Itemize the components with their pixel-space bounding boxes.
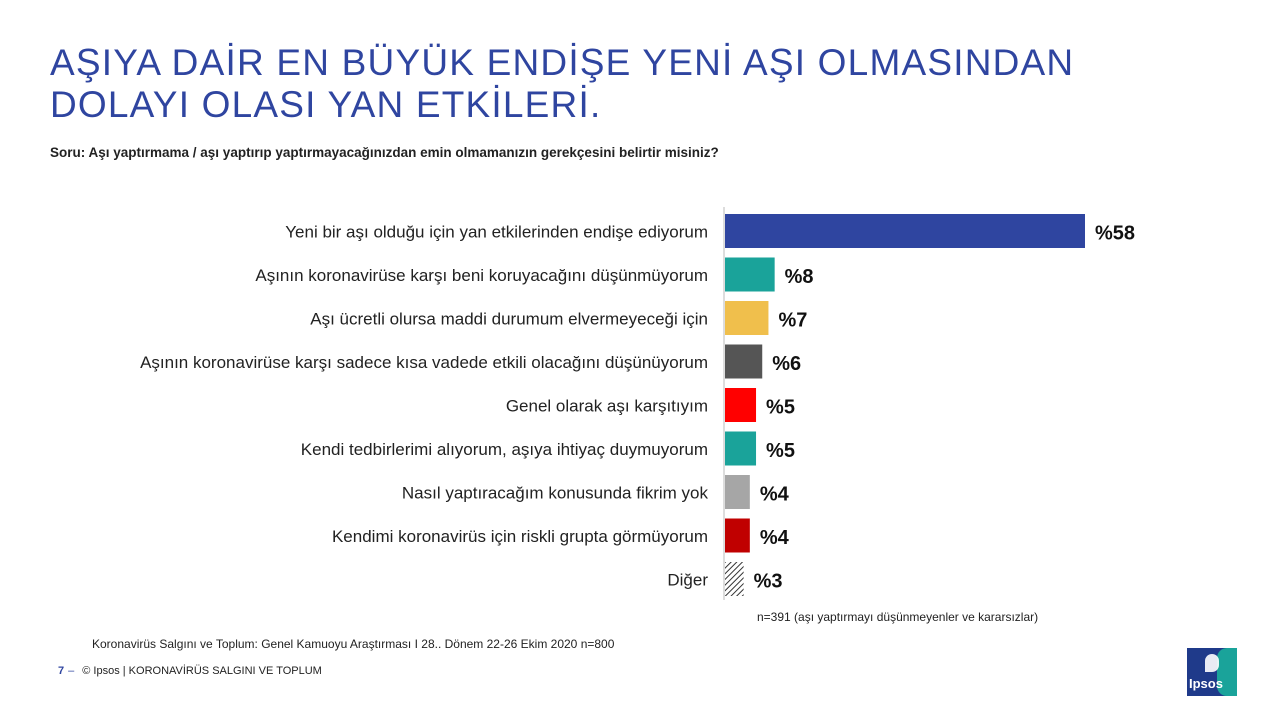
bar	[725, 301, 769, 335]
data-label: %6	[772, 353, 801, 375]
source-note: Koronavirüs Salgını ve Toplum: Genel Kam…	[92, 637, 615, 651]
data-label: %58	[1095, 222, 1135, 244]
page-number: 7	[58, 665, 65, 677]
sample-note: n=391 (aşı yaptırmayı düşünmeyenler ve k…	[757, 610, 1039, 624]
bar	[725, 431, 757, 466]
logo-mark-icon	[1205, 654, 1219, 672]
category-label: Diğer	[667, 570, 708, 589]
data-label: %4	[760, 527, 790, 549]
category-label: Kendi tedbirlerimi alıyorum, aşıya ihtiy…	[301, 440, 708, 459]
data-label: %5	[766, 440, 795, 462]
footer-copyright: © Ipsos | KORONAVİRÜS SALGINI VE TOPLUM	[82, 665, 322, 677]
data-label: %5	[766, 396, 795, 418]
title-line-2: DOLAYI OLASI YAN ETKİLERİ.	[50, 84, 602, 125]
data-label: %7	[778, 309, 807, 331]
bar	[725, 344, 763, 379]
category-label: Aşı ücretli olursa maddi durumum elverme…	[310, 309, 708, 328]
data-label: %4	[760, 483, 790, 505]
bar	[725, 214, 1085, 248]
category-label: Nasıl yaptıracağım konusunda fikrim yok	[402, 483, 709, 502]
category-label: Genel olarak aşı karşıtıyım	[506, 396, 708, 415]
bar	[725, 475, 750, 509]
ipsos-logo: Ipsos	[1187, 648, 1237, 696]
survey-question: Soru: Aşı yaptırmama / aşı yaptırıp yapt…	[50, 145, 719, 160]
category-label: Yeni bir aşı olduğu için yan etkilerinde…	[285, 222, 708, 241]
category-label: Aşının koronavirüse karşı beni koruyacağ…	[255, 266, 708, 285]
logo-accent-shape	[1217, 648, 1237, 696]
logo-text: Ipsos	[1189, 676, 1223, 691]
category-label: Aşının koronavirüse karşı sadece kısa va…	[140, 353, 708, 372]
bar	[725, 562, 744, 596]
bar-chart: Yeni bir aşı olduğu için yan etkilerinde…	[140, 207, 1135, 600]
bar	[725, 257, 775, 292]
bar	[725, 388, 757, 422]
data-label: %8	[785, 266, 814, 288]
footer-dash: –	[68, 665, 75, 677]
category-label: Kendimi koronavirüs için riskli grupta g…	[332, 527, 708, 546]
title-line-1: AŞIYA DAİR EN BÜYÜK ENDİŞE YENİ AŞI OLMA…	[50, 42, 1075, 83]
data-label: %3	[754, 570, 783, 592]
footer: 7– © Ipsos | KORONAVİRÜS SALGINI VE TOPLU…	[58, 665, 322, 677]
page-title: AŞIYA DAİR EN BÜYÜK ENDİŞE YENİ AŞI OLMA…	[50, 42, 1230, 126]
bar	[725, 518, 750, 553]
bars-group: Yeni bir aşı olduğu için yan etkilerinde…	[140, 214, 1135, 596]
